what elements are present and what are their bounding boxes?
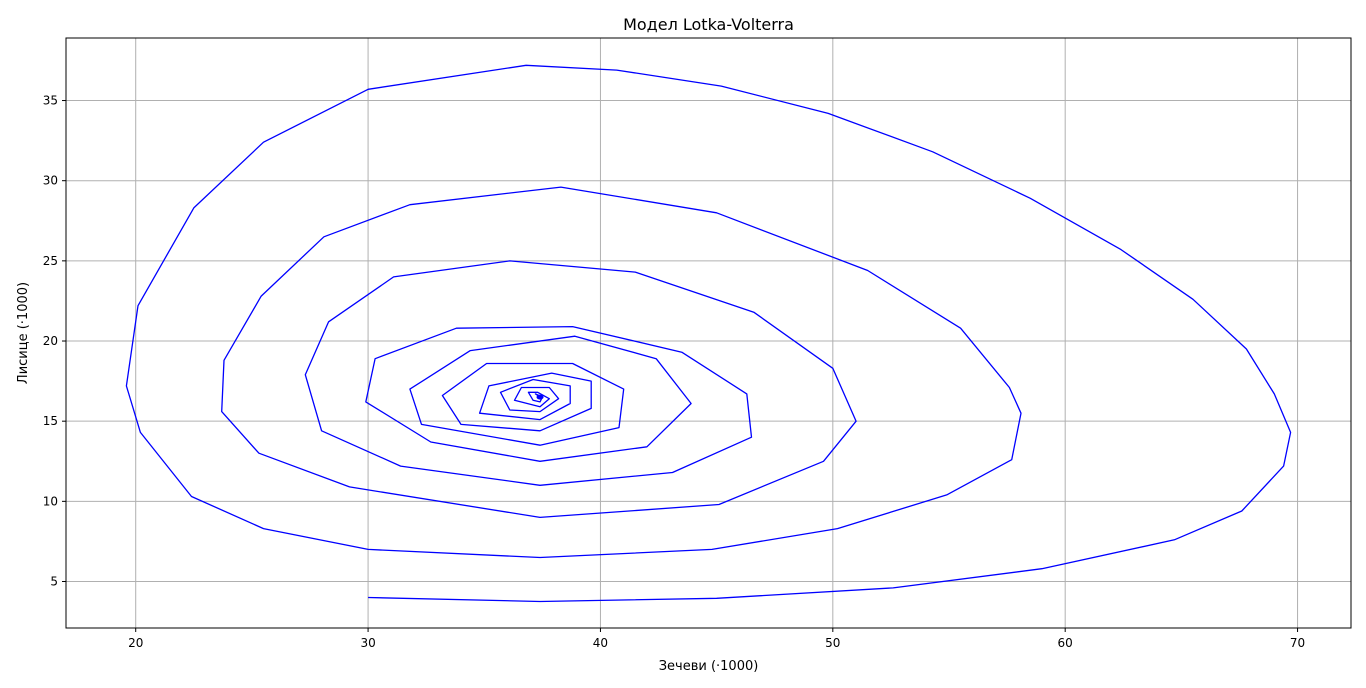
x-tick-label: 60 — [1058, 636, 1073, 650]
axes-frame — [65, 37, 1352, 629]
y-axis-label: Лисице (·1000) — [16, 282, 31, 384]
ticks: 20 30 40 50 60 70 5 10 15 20 25 30 35 — [43, 94, 1305, 650]
y-tick-label: 30 — [43, 174, 58, 188]
y-tick-label: 35 — [43, 94, 58, 108]
x-tick-label: 50 — [825, 636, 840, 650]
series-line — [125, 64, 1292, 603]
x-tick-label: 70 — [1290, 636, 1305, 650]
equilibrium-point — [536, 394, 544, 400]
x-axis-label: Зечеви (·1000) — [659, 659, 759, 674]
plot-area — [125, 64, 1292, 603]
y-tick-label: 15 — [43, 414, 58, 428]
chart-title: Модел Lotka-Volterra — [623, 15, 794, 34]
x-tick-label: 40 — [593, 636, 608, 650]
x-tick-label: 20 — [128, 636, 143, 650]
y-tick-label: 5 — [50, 575, 58, 589]
y-tick-label: 25 — [43, 254, 58, 268]
y-tick-label: 20 — [43, 334, 58, 348]
grid — [66, 38, 1351, 628]
y-tick-label: 10 — [43, 494, 58, 508]
x-tick-label: 30 — [360, 636, 375, 650]
